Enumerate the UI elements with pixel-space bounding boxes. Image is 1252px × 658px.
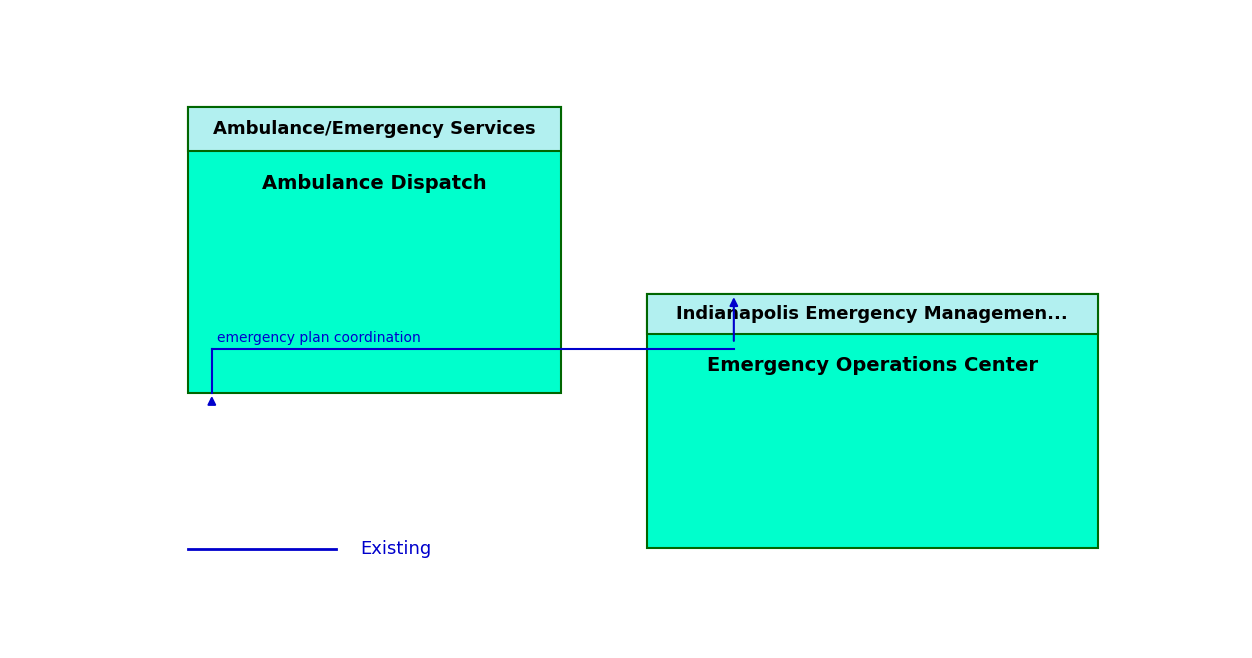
Text: Indianapolis Emergency Managemen...: Indianapolis Emergency Managemen...	[676, 305, 1068, 323]
Bar	[646, 294, 1098, 334]
Text: Ambulance/Emergency Services: Ambulance/Emergency Services	[213, 120, 536, 138]
Bar	[188, 107, 561, 393]
Bar	[646, 294, 1098, 547]
Bar	[188, 107, 561, 151]
Text: Ambulance Dispatch: Ambulance Dispatch	[262, 174, 487, 193]
Text: Existing: Existing	[361, 540, 432, 558]
Text: Emergency Operations Center: Emergency Operations Center	[706, 357, 1038, 375]
Text: emergency plan coordination: emergency plan coordination	[217, 331, 421, 345]
